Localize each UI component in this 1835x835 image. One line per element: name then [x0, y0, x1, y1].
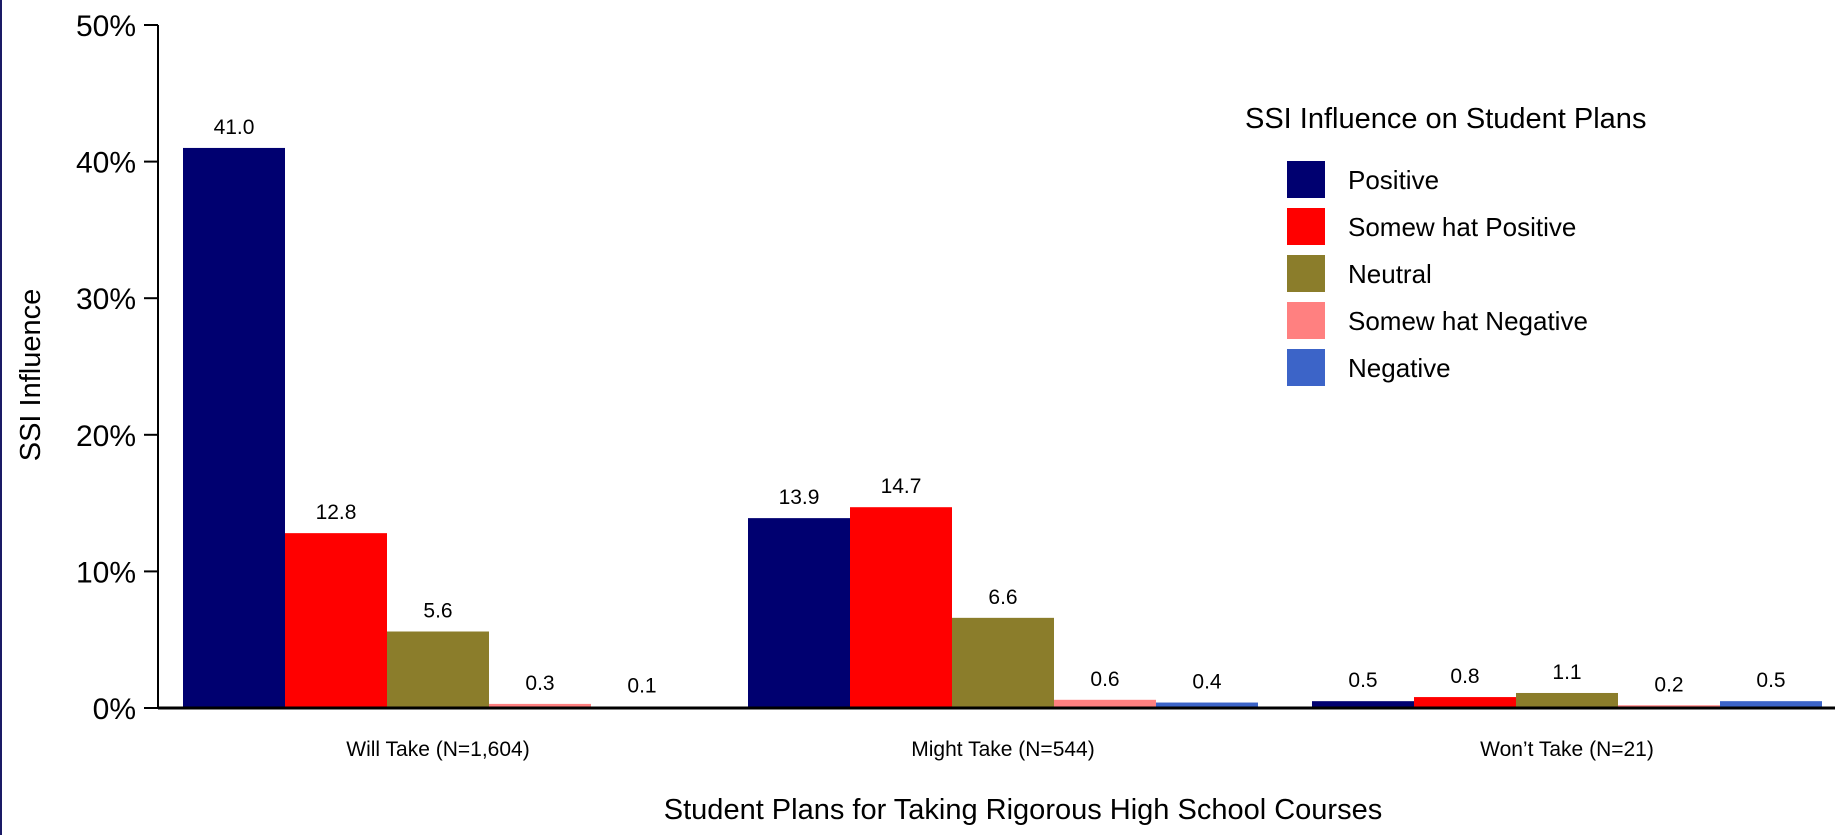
bar [183, 147, 285, 708]
slide-border [0, 0, 2, 835]
legend: SSI Influence on Student Plans Positive So… [1245, 103, 1646, 386]
data-label: 14.7 [881, 475, 922, 498]
y-tick-label: 40% [76, 147, 136, 180]
data-label: 0.5 [1348, 669, 1377, 692]
data-label: 0.1 [627, 675, 656, 698]
bar [1720, 701, 1822, 708]
y-tick-label: 20% [76, 420, 136, 453]
y-tick-label: 50% [76, 10, 136, 43]
x-axis-title: Student Plans for Taking Rigorous High S… [664, 794, 1382, 826]
bar [1414, 697, 1516, 708]
data-label: 41.0 [214, 116, 255, 139]
legend-label: Positive [1348, 165, 1439, 195]
bar [1156, 702, 1258, 708]
x-axis: Will Take (N=1,604) Might Take (N=544) Won… [158, 706, 1835, 761]
bar [850, 507, 952, 708]
legend-label: Somew hat Positive [1348, 212, 1576, 242]
category-label: Will Take (N=1,604) [346, 738, 529, 761]
data-label: 0.3 [525, 672, 554, 695]
data-label: 6.6 [988, 586, 1017, 609]
data-label: 5.6 [423, 600, 452, 623]
legend-title: SSI Influence on Student Plans [1245, 103, 1646, 135]
data-label: 0.2 [1654, 673, 1683, 696]
data-label: 0.4 [1192, 671, 1222, 694]
category-label: Won’t Take (N=21) [1480, 738, 1654, 761]
legend-swatch [1287, 161, 1325, 198]
y-tick-label: 30% [76, 283, 136, 316]
data-label: 12.8 [316, 501, 357, 524]
legend-swatch [1287, 302, 1325, 339]
data-label: 0.5 [1756, 669, 1785, 692]
legend-label: Neutral [1348, 259, 1432, 289]
bar [285, 533, 387, 708]
bar [1312, 701, 1414, 708]
bar [748, 518, 850, 708]
bar [387, 631, 489, 708]
legend-label: Somew hat Negative [1348, 306, 1588, 336]
bars: 41.0 13.9 0.5 12.8 14.7 0.8 5.6 6.6 1.1 0.3 0.6 0.2… [183, 116, 1822, 708]
legend-swatch [1287, 208, 1325, 245]
data-label: 0.8 [1450, 665, 1479, 688]
bar [489, 703, 591, 708]
bar [952, 617, 1054, 708]
data-label: 1.1 [1552, 661, 1581, 684]
category-label: Might Take (N=544) [911, 738, 1094, 761]
legend-swatch [1287, 349, 1325, 386]
y-tick-label: 0% [93, 693, 136, 726]
bar [1516, 692, 1618, 708]
legend-swatch [1287, 255, 1325, 292]
y-tick-label: 10% [76, 556, 136, 589]
legend-label: Negative [1348, 353, 1451, 383]
bar [1054, 699, 1156, 708]
y-axis-title: SSI Influence [15, 289, 47, 462]
data-label: 0.6 [1090, 668, 1119, 691]
y-axis: 0% 10% 20% 30% 40% 50% [76, 10, 159, 726]
data-label: 13.9 [779, 486, 820, 509]
